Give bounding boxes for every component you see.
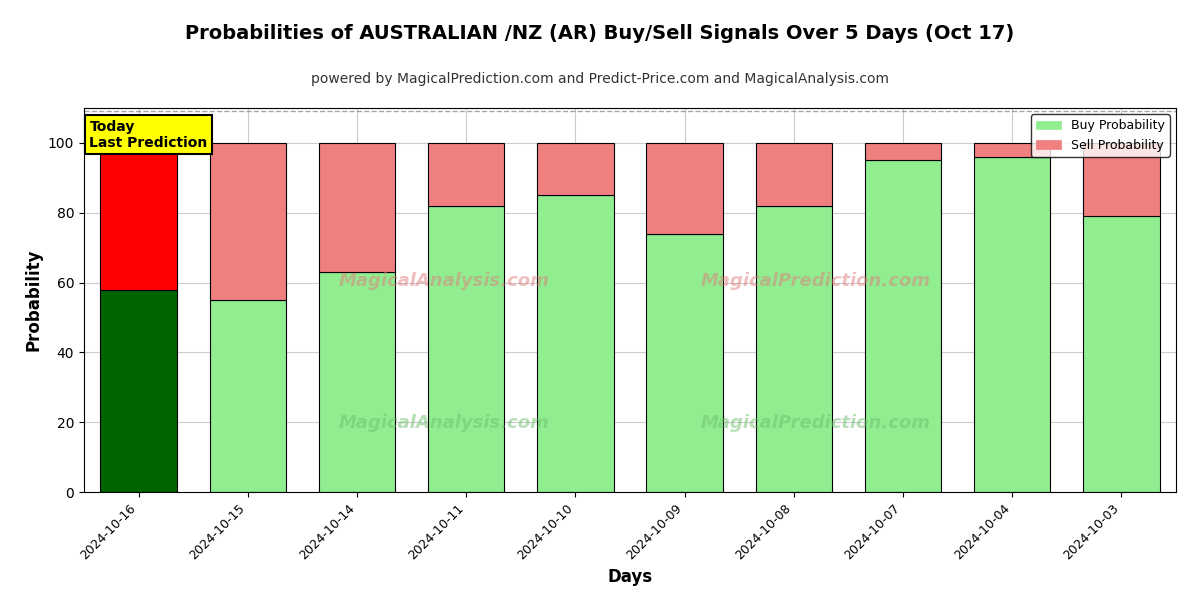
Bar [210, 143, 286, 300]
Bar [428, 206, 504, 492]
Bar [319, 143, 395, 272]
Bar [647, 233, 722, 492]
Bar [1084, 143, 1159, 216]
Bar [428, 143, 504, 206]
Text: Today
Last Prediction: Today Last Prediction [90, 119, 208, 150]
Bar [319, 272, 395, 492]
Text: MagicalPrediction.com: MagicalPrediction.com [701, 414, 931, 432]
Bar [756, 143, 832, 206]
Text: powered by MagicalPrediction.com and Predict-Price.com and MagicalAnalysis.com: powered by MagicalPrediction.com and Pre… [311, 72, 889, 86]
Bar [974, 143, 1050, 157]
Bar [974, 157, 1050, 492]
Bar [538, 195, 613, 492]
Bar [210, 300, 286, 492]
Text: MagicalAnalysis.com: MagicalAnalysis.com [338, 272, 550, 290]
Bar [647, 143, 722, 233]
Legend: Buy Probability, Sell Probability: Buy Probability, Sell Probability [1031, 114, 1170, 157]
Text: MagicalAnalysis.com: MagicalAnalysis.com [338, 414, 550, 432]
X-axis label: Days: Days [607, 568, 653, 586]
Text: Probabilities of AUSTRALIAN /NZ (AR) Buy/Sell Signals Over 5 Days (Oct 17): Probabilities of AUSTRALIAN /NZ (AR) Buy… [185, 24, 1015, 43]
Y-axis label: Probability: Probability [24, 249, 42, 351]
Bar [538, 143, 613, 195]
Text: MagicalPrediction.com: MagicalPrediction.com [701, 272, 931, 290]
Bar [865, 160, 941, 492]
Bar [101, 290, 176, 492]
Bar [101, 143, 176, 290]
Bar [756, 206, 832, 492]
Bar [1084, 216, 1159, 492]
Bar [865, 143, 941, 160]
